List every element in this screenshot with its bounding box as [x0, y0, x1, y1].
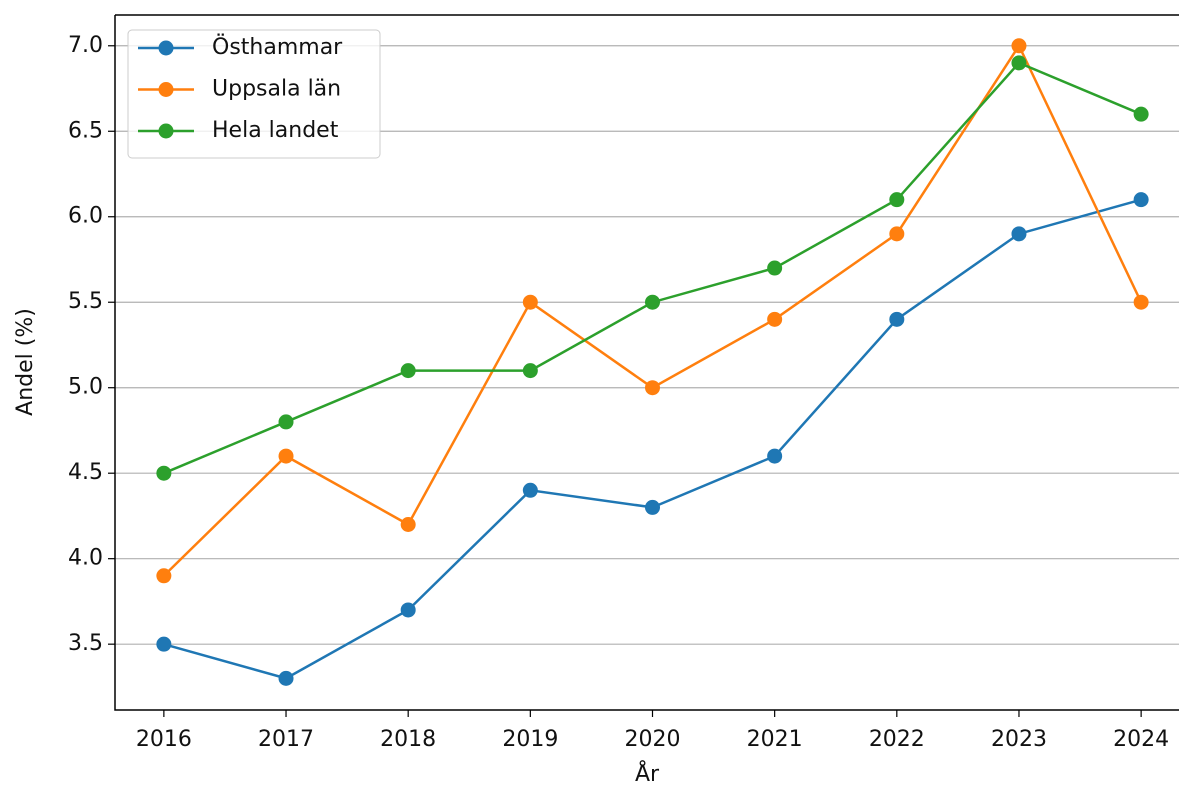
- legend-label: Uppsala län: [212, 77, 341, 102]
- data-point: [1133, 294, 1149, 310]
- legend: Östhammar Uppsala län Hela landet: [127, 29, 381, 159]
- y-tick-label: 3.5: [68, 631, 103, 656]
- data-point: [644, 499, 660, 515]
- data-point: [156, 568, 172, 584]
- y-tick-label: 7.0: [68, 33, 103, 58]
- series-line: [163, 198, 1142, 680]
- data-point: [767, 311, 783, 327]
- x-tick-label: 2018: [380, 727, 436, 752]
- legend-box: [127, 29, 381, 159]
- legend-marker: [158, 40, 174, 56]
- y-tick-label: 5.0: [68, 375, 103, 400]
- x-tick-label: 2016: [136, 727, 192, 752]
- data-point: [767, 448, 783, 464]
- data-point: [400, 516, 416, 532]
- data-point: [644, 294, 660, 310]
- data-point: [889, 226, 905, 242]
- x-tick-label: 2024: [1113, 727, 1169, 752]
- data-point: [522, 482, 538, 498]
- y-tick-label: 4.5: [68, 460, 103, 485]
- y-tick-label: 6.5: [68, 118, 103, 143]
- x-tick-label: 2019: [502, 727, 558, 752]
- data-point: [156, 465, 172, 481]
- data-point: [156, 636, 172, 652]
- data-point: [1133, 106, 1149, 122]
- data-point: [1133, 192, 1149, 208]
- data-point: [400, 363, 416, 379]
- data-point: [1011, 55, 1027, 71]
- y-tick-label: 5.5: [68, 289, 103, 314]
- y-axis-label: Andel (%): [13, 308, 38, 416]
- x-tick-label: 2020: [624, 727, 680, 752]
- x-tick-label: 2021: [747, 727, 803, 752]
- x-axis-label: År: [635, 760, 660, 787]
- data-point: [522, 363, 538, 379]
- data-point: [644, 380, 660, 396]
- data-point: [767, 260, 783, 276]
- data-point: [278, 414, 294, 430]
- axes-frame: [114, 14, 1179, 711]
- data-point: [889, 192, 905, 208]
- data-point: [400, 602, 416, 618]
- data-point: [522, 294, 538, 310]
- data-point: [889, 311, 905, 327]
- data-point: [278, 448, 294, 464]
- x-tick-label: 2023: [991, 727, 1047, 752]
- y-tick-label: 4.0: [68, 546, 103, 571]
- x-tick-label: 2022: [869, 727, 925, 752]
- data-point: [278, 670, 294, 686]
- data-point: [1011, 38, 1027, 54]
- y-tick-label: 6.0: [68, 204, 103, 229]
- x-tick-label: 2017: [258, 727, 314, 752]
- legend-marker: [158, 123, 174, 139]
- data-point: [1011, 226, 1027, 242]
- legend-marker: [158, 82, 174, 97]
- legend-label: Östhammar: [212, 34, 343, 60]
- legend-label: Hela landet: [212, 118, 339, 143]
